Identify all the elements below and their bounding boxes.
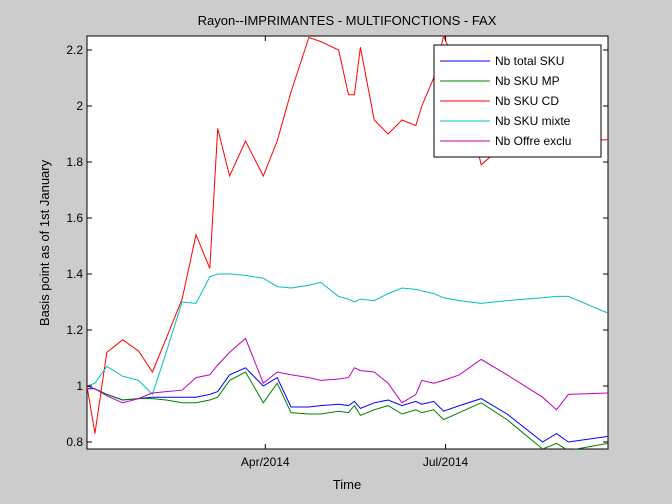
series-line-1 [87, 367, 608, 443]
legend-label: Nb SKU MP [495, 74, 560, 88]
y-tick-label: 1.8 [66, 155, 83, 169]
series-line-2 [87, 371, 608, 449]
y-tick-label: 0.8 [66, 435, 83, 449]
legend-label: Nb SKU CD [495, 94, 559, 108]
series-line-4 [87, 273, 608, 396]
series-layer [87, 36, 608, 449]
x-axis-label: Time [333, 477, 361, 492]
legend-label: Nb total SKU [495, 54, 564, 68]
y-tick-label: 2.2 [66, 43, 83, 57]
y-tick-label: 2 [76, 99, 83, 113]
y-tick-label: 1.4 [66, 267, 83, 281]
y-axis-label: Basis point as of 1st January [37, 159, 52, 326]
legend: Nb total SKU Nb SKU MP Nb SKU CD Nb SKU mix… [433, 44, 602, 158]
ticks-layer: 0.8 1 1.2 1.4 1.6 1.8 2 2.2 Apr/2014 Jul/2014 [66, 36, 608, 469]
y-tick-label: 1.6 [66, 211, 83, 225]
chart-title: Rayon--IMPRIMANTES - MULTIFONCTIONS - FA… [198, 13, 497, 28]
series-line-5 [87, 337, 608, 411]
legend-label: Nb Offre exclu [495, 134, 571, 148]
y-tick-label: 1.2 [66, 323, 83, 337]
y-tick-label: 1 [76, 379, 83, 393]
x-tick-label: Apr/2014 [241, 455, 290, 469]
x-tick-label: Jul/2014 [423, 455, 469, 469]
legend-label: Nb SKU mixte [495, 114, 571, 128]
